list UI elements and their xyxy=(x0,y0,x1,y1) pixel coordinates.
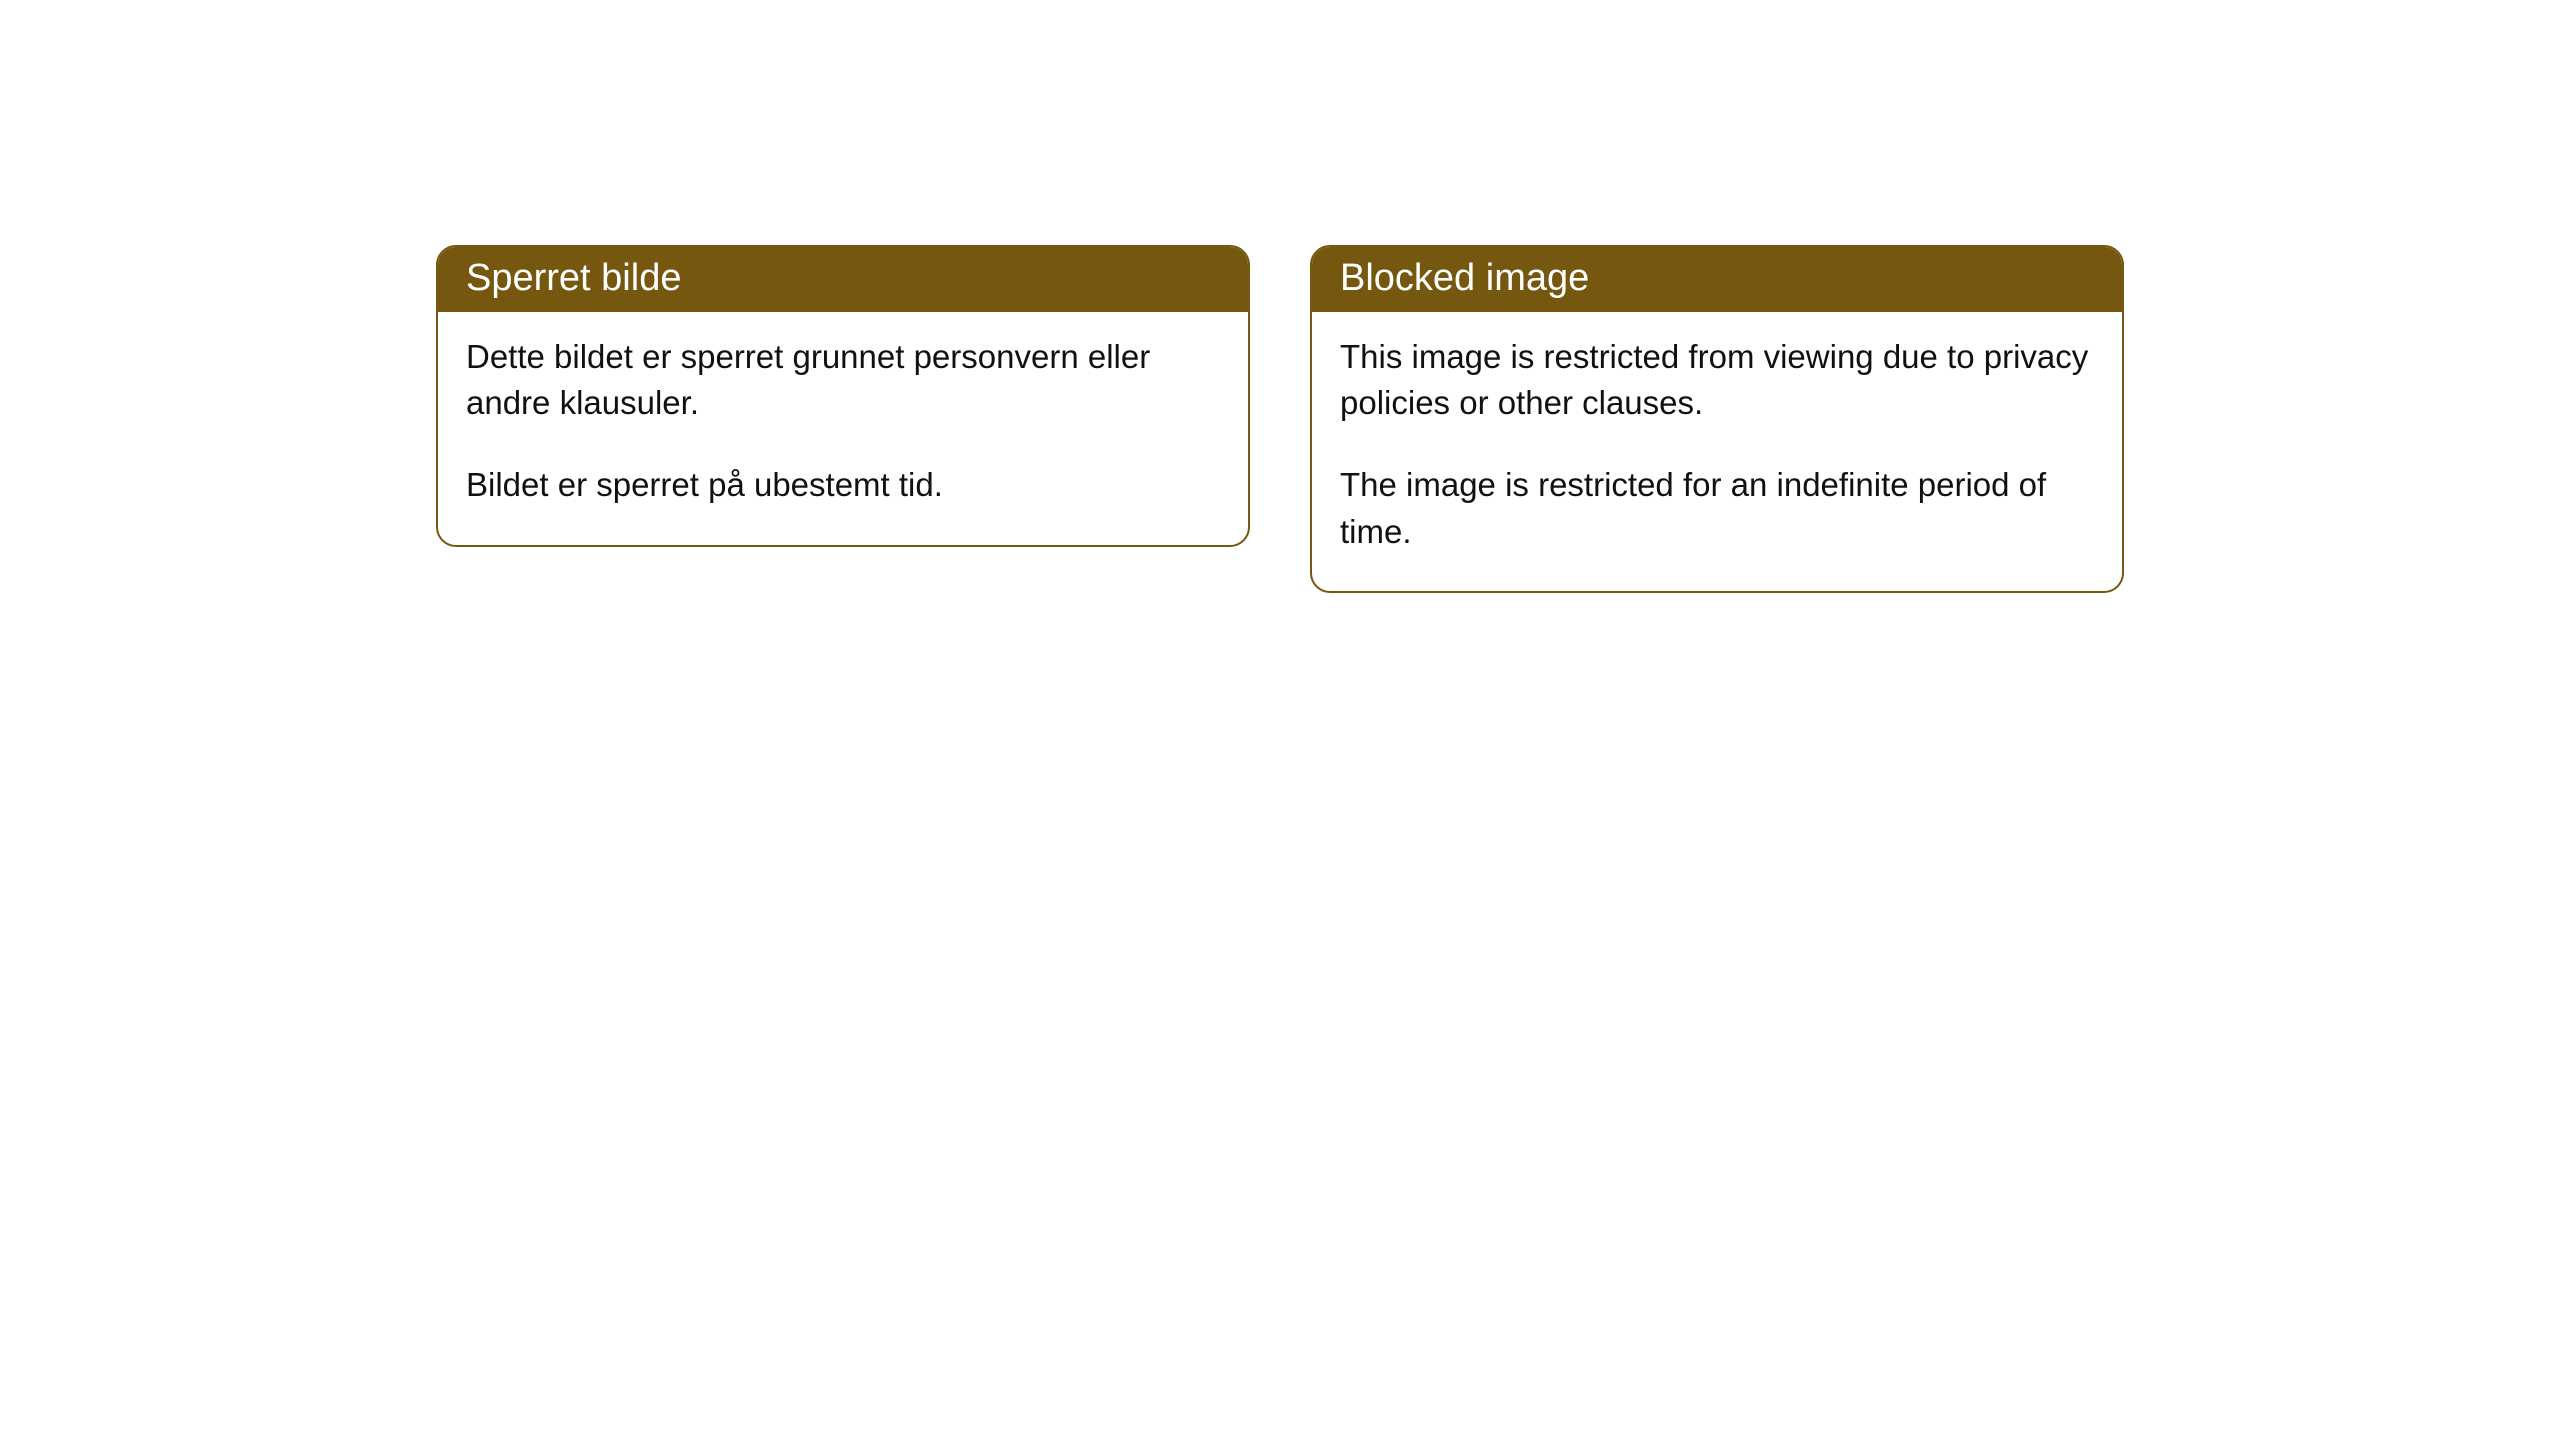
card-header: Sperret bilde xyxy=(438,247,1248,312)
notice-paragraph-1: This image is restricted from viewing du… xyxy=(1340,334,2094,426)
notice-card-english: Blocked image This image is restricted f… xyxy=(1310,245,2124,593)
card-header: Blocked image xyxy=(1312,247,2122,312)
notice-paragraph-2: The image is restricted for an indefinit… xyxy=(1340,462,2094,554)
card-body: Dette bildet er sperret grunnet personve… xyxy=(438,312,1248,545)
notice-paragraph-2: Bildet er sperret på ubestemt tid. xyxy=(466,462,1220,508)
notice-paragraph-1: Dette bildet er sperret grunnet personve… xyxy=(466,334,1220,426)
notice-card-norwegian: Sperret bilde Dette bildet er sperret gr… xyxy=(436,245,1250,547)
card-body: This image is restricted from viewing du… xyxy=(1312,312,2122,591)
